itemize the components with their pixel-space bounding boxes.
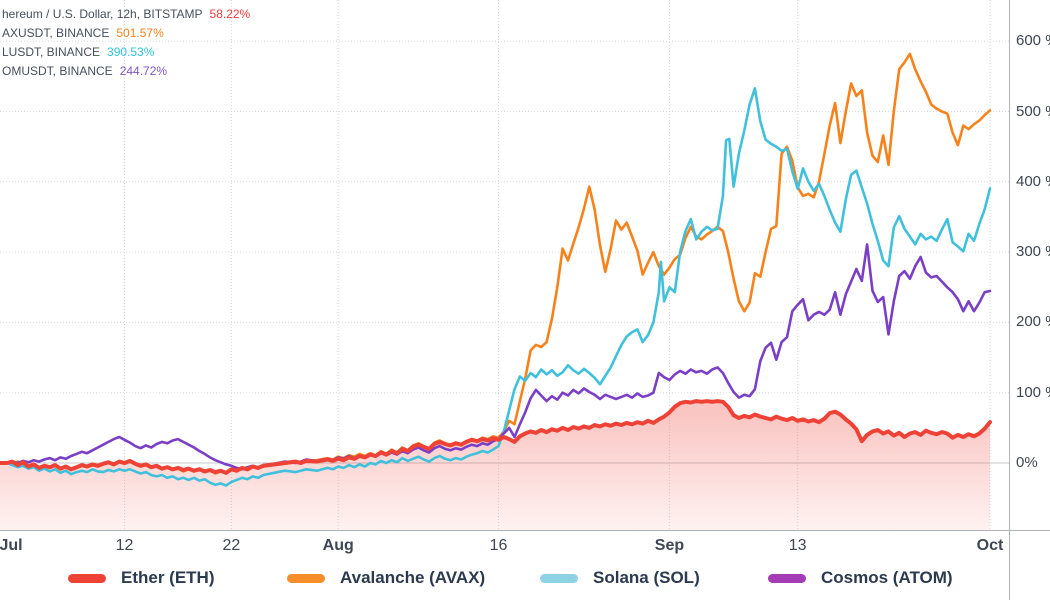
- x-axis-label: Jul: [0, 537, 23, 554]
- time-axis[interactable]: Jul 12 22 Aug 16 Sep 13 Oct: [0, 531, 1009, 559]
- avalanche-color-swatch: [287, 573, 325, 583]
- legend-row-eth[interactable]: hereum / U.S. Dollar, 12h, BITSTAMP 58.2…: [2, 4, 250, 23]
- symbol-change-value: 58.22%: [209, 6, 251, 21]
- symbol-legend: hereum / U.S. Dollar, 12h, BITSTAMP 58.2…: [2, 4, 250, 80]
- series-line-cosmos-atom: [0, 243, 992, 471]
- y-axis-label: 500 %: [1016, 102, 1050, 120]
- symbol-change-value: 244.72%: [119, 63, 168, 78]
- symbol-title: AXUSDT, BINANCE: [2, 25, 110, 40]
- ether-color-swatch: [68, 573, 106, 583]
- series-legend-solana[interactable]: Solana (SOL): [540, 560, 700, 596]
- series-legend-avalanche[interactable]: Avalanche (AVAX): [287, 560, 485, 596]
- series-line-ether-eth: [0, 399, 992, 475]
- series-legend-label: Cosmos (ATOM): [821, 568, 953, 587]
- y-axis-label: 600 %: [1016, 32, 1050, 50]
- series-legend-cosmos[interactable]: Cosmos (ATOM): [768, 560, 953, 596]
- x-axis-label: 13: [788, 537, 807, 554]
- price-axis[interactable]: 600 % 500 % 400 % 300 % 200 % 100 % 0%: [1010, 0, 1050, 530]
- y-axis-label: 300 %: [1016, 243, 1050, 261]
- symbol-title: hereum / U.S. Dollar, 12h, BITSTAMP: [2, 6, 203, 21]
- y-axis-label: 400 %: [1016, 172, 1050, 190]
- legend-row-atom[interactable]: OMUSDT, BINANCE 244.72%: [2, 61, 250, 80]
- series-legend-label: Solana (SOL): [593, 568, 700, 587]
- x-axis-label: 16: [489, 537, 508, 554]
- cosmos-color-swatch: [768, 573, 806, 583]
- series-line-solana-sol: [0, 87, 992, 487]
- x-axis-label: Sep: [654, 537, 685, 554]
- series-legend: Ether (ETH) Avalanche (AVAX) Solana (SOL…: [0, 560, 1050, 600]
- legend-row-avax[interactable]: AXUSDT, BINANCE 501.57%: [2, 23, 250, 42]
- symbol-title: LUSDT, BINANCE: [2, 44, 101, 59]
- series-line-avalanche-avax: [0, 52, 992, 475]
- x-axis-label: Aug: [322, 537, 354, 554]
- symbol-change-value: 390.53%: [107, 44, 155, 59]
- x-axis-label: 22: [222, 537, 241, 554]
- y-axis-label: 0%: [1016, 454, 1038, 471]
- y-axis-label: 100 %: [1016, 383, 1050, 401]
- symbol-title: OMUSDT, BINANCE: [2, 63, 113, 78]
- symbol-change-value: 501.57%: [116, 25, 164, 40]
- ether-area-fill: [0, 401, 990, 530]
- y-axis-label: 200 %: [1016, 313, 1050, 331]
- x-axis-label: Oct: [976, 537, 1004, 554]
- legend-row-sol[interactable]: LUSDT, BINANCE 390.53%: [2, 42, 250, 61]
- solana-color-swatch: [540, 573, 578, 583]
- series-legend-label: Ether (ETH): [121, 568, 215, 587]
- series-legend-ether[interactable]: Ether (ETH): [68, 560, 215, 596]
- x-axis-label: 12: [115, 537, 134, 554]
- series-legend-label: Avalanche (AVAX): [340, 568, 486, 587]
